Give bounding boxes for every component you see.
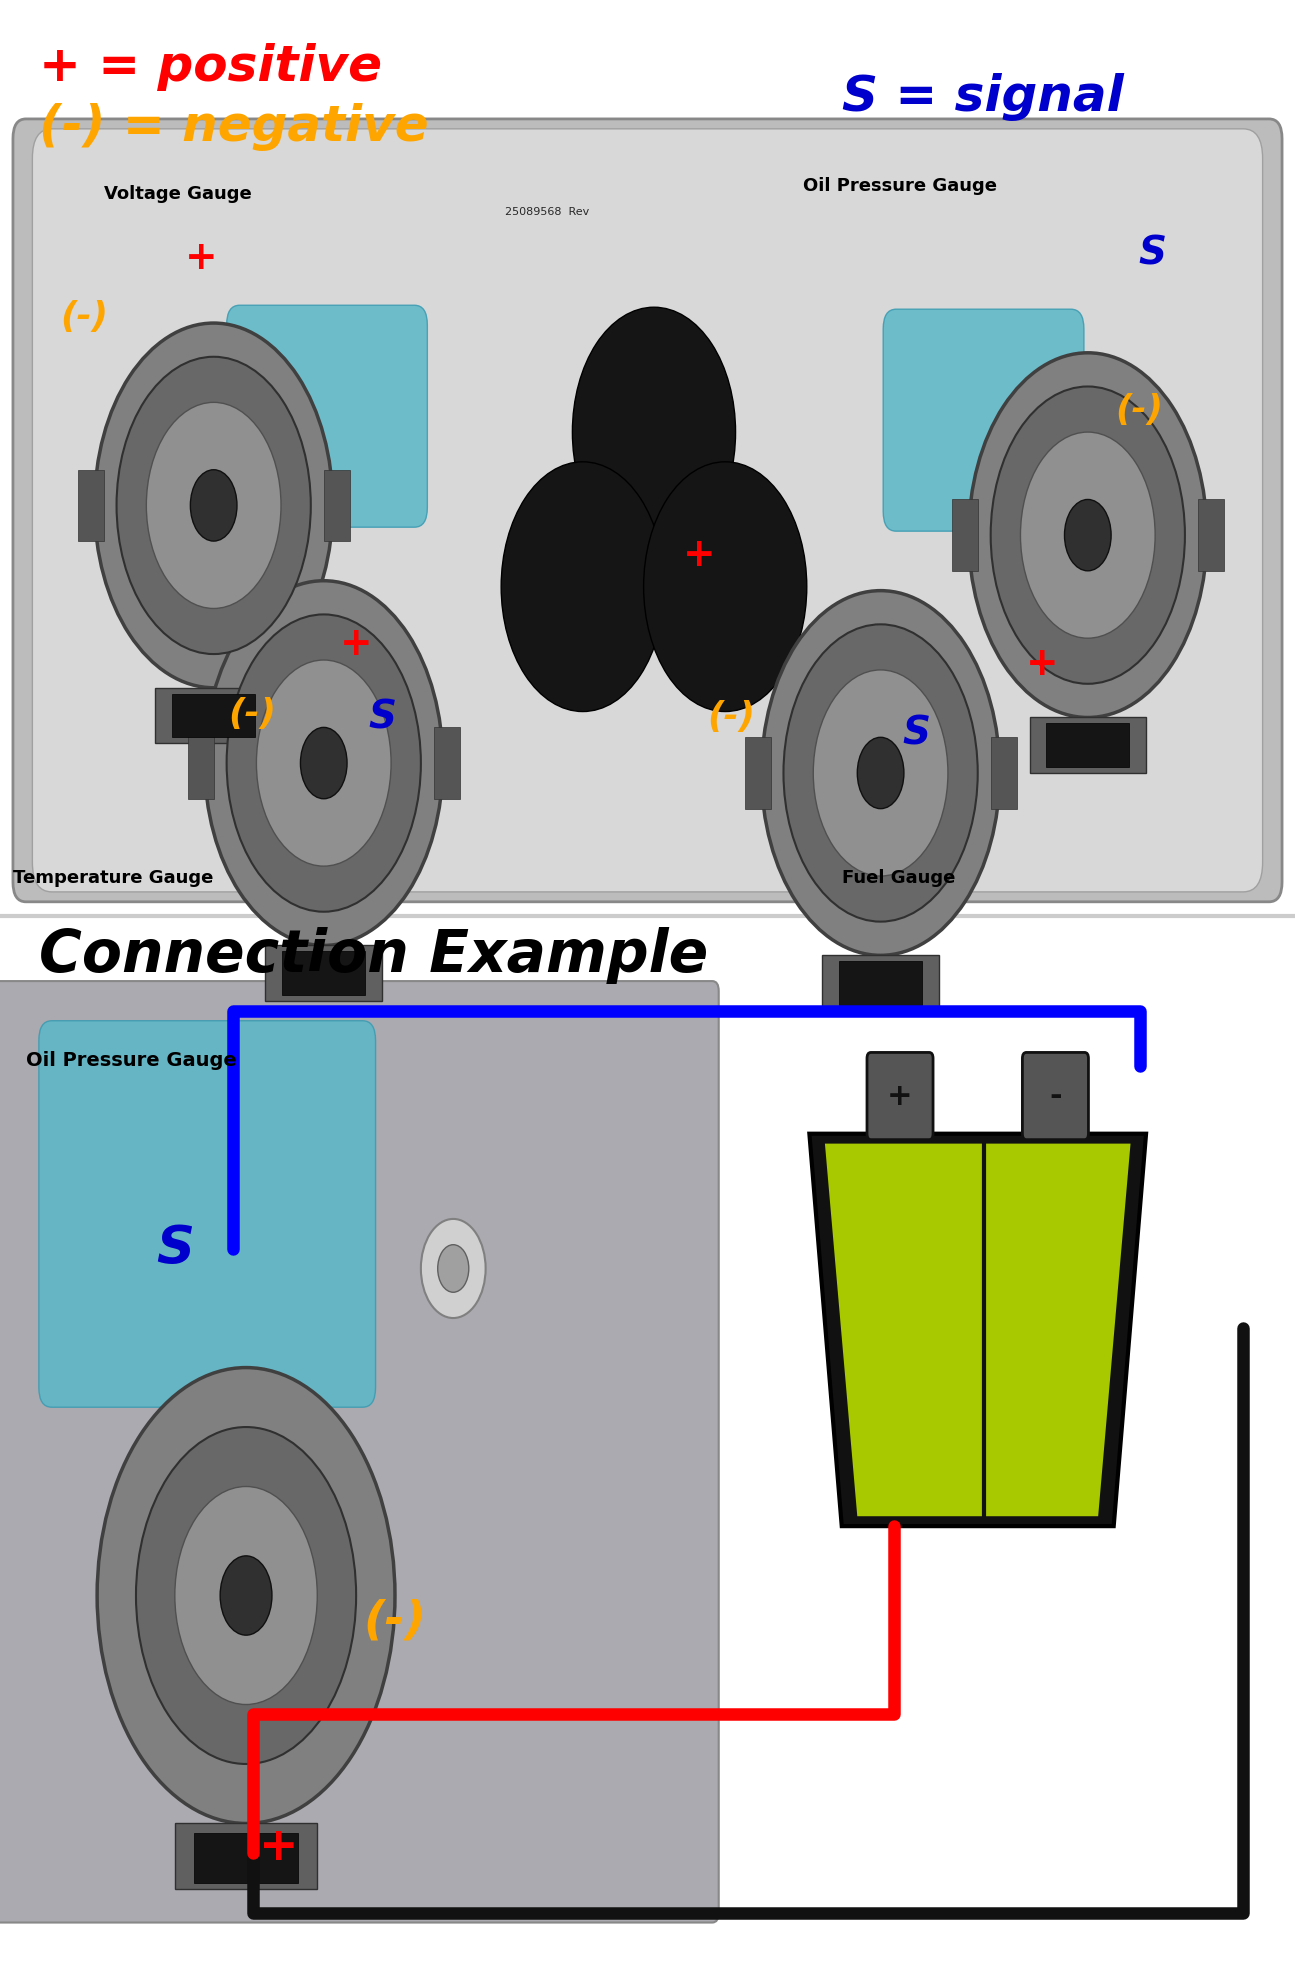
- FancyBboxPatch shape: [1023, 1052, 1088, 1140]
- Circle shape: [644, 462, 807, 712]
- Circle shape: [227, 614, 421, 912]
- Polygon shape: [825, 1144, 1131, 1516]
- Circle shape: [300, 727, 347, 799]
- Text: + = positive: + = positive: [39, 44, 382, 91]
- Circle shape: [813, 670, 948, 876]
- Circle shape: [205, 581, 443, 945]
- Bar: [324, 470, 350, 541]
- Bar: [1198, 499, 1224, 571]
- Bar: [991, 737, 1017, 809]
- Text: S: S: [1138, 234, 1167, 274]
- Text: S: S: [368, 698, 396, 737]
- Bar: [822, 955, 939, 1011]
- Text: +: +: [887, 1082, 913, 1110]
- Bar: [175, 1823, 317, 1889]
- Circle shape: [572, 307, 736, 557]
- Text: Oil Pressure Gauge: Oil Pressure Gauge: [803, 176, 997, 196]
- Bar: [172, 694, 255, 737]
- Circle shape: [438, 1245, 469, 1292]
- Text: (-): (-): [228, 696, 277, 731]
- Bar: [839, 961, 922, 1005]
- FancyBboxPatch shape: [868, 1052, 934, 1140]
- Bar: [155, 688, 272, 743]
- Circle shape: [991, 386, 1185, 684]
- Bar: [265, 945, 382, 1001]
- Bar: [1046, 723, 1129, 767]
- Bar: [434, 727, 460, 799]
- Text: Voltage Gauge: Voltage Gauge: [104, 184, 251, 204]
- Text: (-): (-): [60, 299, 109, 335]
- Text: +: +: [259, 1825, 298, 1869]
- Text: S: S: [903, 714, 931, 753]
- Polygon shape: [809, 1134, 1146, 1526]
- Circle shape: [761, 591, 1000, 955]
- Text: +: +: [339, 624, 373, 664]
- Circle shape: [1020, 432, 1155, 638]
- Bar: [78, 470, 104, 541]
- Text: (-): (-): [1115, 392, 1164, 428]
- Bar: [282, 951, 365, 995]
- Circle shape: [857, 737, 904, 809]
- Text: +: +: [1026, 644, 1059, 684]
- Text: Temperature Gauge: Temperature Gauge: [13, 868, 214, 888]
- FancyBboxPatch shape: [0, 981, 719, 1923]
- Circle shape: [190, 470, 237, 541]
- Circle shape: [146, 402, 281, 608]
- Circle shape: [969, 353, 1207, 717]
- Text: (-) = negative: (-) = negative: [39, 103, 429, 151]
- Text: (-): (-): [707, 700, 756, 735]
- Bar: [745, 737, 771, 809]
- FancyBboxPatch shape: [39, 1021, 376, 1407]
- Circle shape: [501, 462, 664, 712]
- Bar: [188, 727, 214, 799]
- Circle shape: [117, 357, 311, 654]
- Text: Oil Pressure Gauge: Oil Pressure Gauge: [26, 1050, 237, 1070]
- Circle shape: [97, 1368, 395, 1823]
- Circle shape: [783, 624, 978, 922]
- Text: 25089568  Rev: 25089568 Rev: [505, 206, 589, 218]
- Text: +: +: [184, 238, 218, 277]
- Text: (-): (-): [364, 1599, 426, 1643]
- Circle shape: [256, 660, 391, 866]
- FancyBboxPatch shape: [883, 309, 1084, 531]
- Text: Fuel Gauge: Fuel Gauge: [842, 868, 956, 888]
- Circle shape: [95, 323, 333, 688]
- Text: -: -: [1049, 1082, 1062, 1110]
- Text: Connection Example: Connection Example: [39, 928, 708, 983]
- Text: S: S: [155, 1223, 194, 1274]
- FancyBboxPatch shape: [13, 119, 1282, 902]
- Circle shape: [421, 1219, 486, 1318]
- Circle shape: [175, 1486, 317, 1705]
- Circle shape: [136, 1427, 356, 1764]
- Text: S = signal: S = signal: [842, 73, 1124, 121]
- Bar: [194, 1833, 298, 1883]
- Circle shape: [220, 1556, 272, 1635]
- FancyBboxPatch shape: [227, 305, 427, 527]
- Text: +: +: [682, 535, 716, 575]
- FancyBboxPatch shape: [32, 129, 1263, 892]
- Bar: [952, 499, 978, 571]
- Bar: [1030, 717, 1146, 773]
- Circle shape: [1064, 499, 1111, 571]
